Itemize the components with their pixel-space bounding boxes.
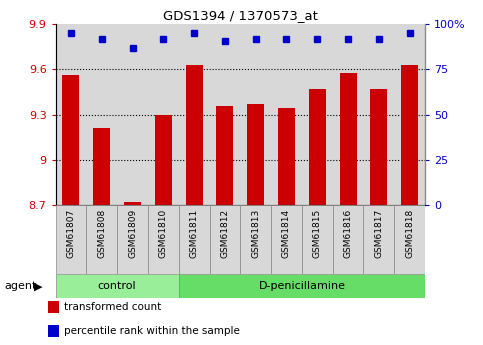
Bar <box>370 89 387 205</box>
Bar <box>278 108 295 205</box>
Text: GSM61812: GSM61812 <box>220 209 229 258</box>
Bar <box>86 205 117 274</box>
Bar <box>271 24 302 205</box>
Text: GSM61810: GSM61810 <box>159 209 168 258</box>
Text: GSM61809: GSM61809 <box>128 209 137 258</box>
Text: GSM61814: GSM61814 <box>282 209 291 258</box>
Bar <box>247 104 264 205</box>
Text: GSM61817: GSM61817 <box>374 209 384 258</box>
Bar <box>148 24 179 205</box>
Bar <box>124 202 141 205</box>
Bar <box>333 24 364 205</box>
Text: agent: agent <box>5 282 37 291</box>
Text: GSM61813: GSM61813 <box>251 209 260 258</box>
Text: GSM61815: GSM61815 <box>313 209 322 258</box>
Bar <box>56 274 179 298</box>
Bar <box>271 205 302 274</box>
Text: GSM61818: GSM61818 <box>405 209 414 258</box>
Bar <box>210 24 240 205</box>
Text: GSM61811: GSM61811 <box>190 209 199 258</box>
Text: GSM61808: GSM61808 <box>97 209 106 258</box>
Bar <box>340 73 356 205</box>
Bar <box>302 24 333 205</box>
Bar <box>401 65 418 205</box>
Bar <box>56 205 86 274</box>
Text: transformed count: transformed count <box>64 302 161 312</box>
Bar <box>117 24 148 205</box>
Bar <box>179 205 210 274</box>
Bar <box>240 24 271 205</box>
Bar <box>62 75 79 205</box>
Bar <box>179 24 210 205</box>
Text: control: control <box>98 282 136 291</box>
Text: ▶: ▶ <box>34 282 43 291</box>
Bar <box>155 115 172 205</box>
Bar <box>302 205 333 274</box>
Bar <box>117 205 148 274</box>
Bar <box>185 65 202 205</box>
Bar <box>93 128 110 205</box>
Bar <box>56 24 86 205</box>
Bar <box>240 205 271 274</box>
Text: D-penicillamine: D-penicillamine <box>258 282 345 291</box>
Text: percentile rank within the sample: percentile rank within the sample <box>64 326 240 336</box>
Bar <box>364 205 394 274</box>
Bar <box>86 24 117 205</box>
Bar <box>394 205 425 274</box>
Bar <box>333 205 364 274</box>
Text: GSM61816: GSM61816 <box>343 209 353 258</box>
Bar <box>309 89 326 205</box>
Bar <box>148 205 179 274</box>
Bar <box>216 106 233 205</box>
Title: GDS1394 / 1370573_at: GDS1394 / 1370573_at <box>163 9 318 22</box>
Text: GSM61807: GSM61807 <box>67 209 75 258</box>
Bar <box>364 24 394 205</box>
Bar <box>179 274 425 298</box>
Bar <box>210 205 240 274</box>
Bar <box>394 24 425 205</box>
